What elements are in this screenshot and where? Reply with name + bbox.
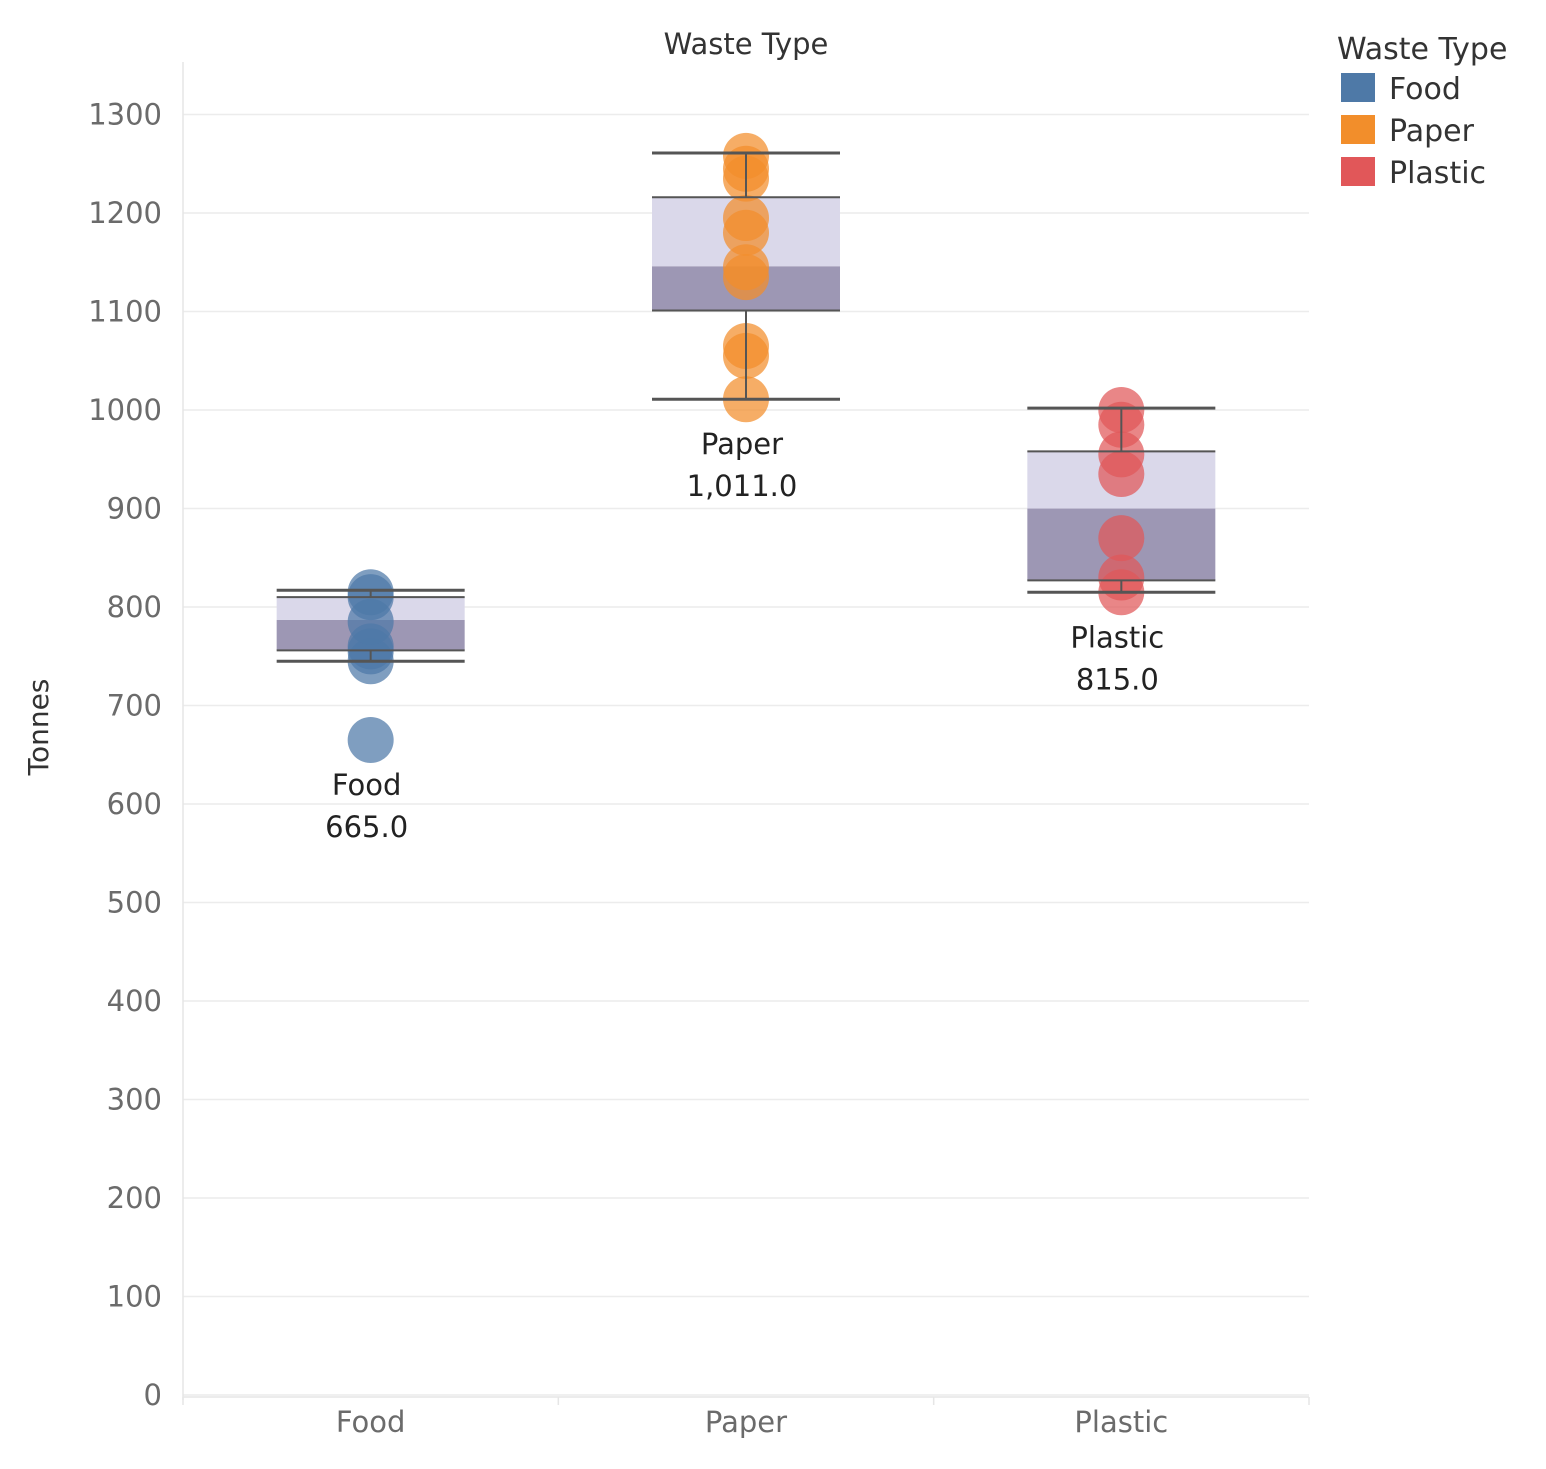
mark-label-name: Plastic	[1070, 620, 1164, 654]
mark-label-value: 1,011.0	[687, 469, 798, 503]
y-tick-label: 1200	[88, 196, 162, 230]
legend-label-plastic: Plastic	[1389, 156, 1486, 191]
data-point-paper	[723, 244, 769, 291]
data-point-paper	[723, 194, 769, 241]
mark-label-value: 665.0	[325, 810, 408, 844]
x-tick-label: Food	[336, 1405, 406, 1439]
y-tick-label: 700	[107, 689, 162, 723]
legend-swatch-plastic	[1341, 157, 1375, 186]
mark-labels: Food 665.0 Paper 1,011.0 Plastic 815.0	[325, 427, 1164, 844]
y-tick-label: 200	[107, 1181, 162, 1215]
y-axis-title: Tonnes	[22, 679, 55, 777]
x-tick-label: Paper	[705, 1405, 787, 1439]
data-point-plastic	[1098, 554, 1145, 601]
y-tick-label: 0	[144, 1378, 162, 1412]
mark-label-name: Paper	[701, 427, 783, 461]
legend: Waste Type Food Paper Plastic	[1337, 32, 1507, 191]
y-tick-label: 800	[107, 590, 162, 624]
legend-title: Waste Type	[1337, 32, 1507, 67]
mark-label-name: Food	[332, 768, 402, 802]
axes: 0 100 200 300 400 500 600 700 800 900 1000 1100 1200…	[88, 62, 1310, 1439]
legend-swatch-food	[1341, 73, 1375, 102]
y-tick-label: 500	[107, 886, 162, 920]
y-tick-label: 1000	[88, 393, 162, 427]
legend-label-food: Food	[1389, 72, 1461, 107]
y-tick-label: 1300	[88, 98, 162, 132]
y-tick-label: 1100	[88, 295, 162, 329]
y-tick-label: 600	[107, 787, 162, 821]
y-tick-label: 900	[107, 492, 162, 526]
chart-title: Waste Type	[664, 27, 829, 61]
y-tick-label: 400	[107, 984, 162, 1018]
data-point-food	[347, 717, 394, 763]
y-tick-label: 100	[107, 1280, 162, 1314]
data-point-plastic	[1098, 515, 1145, 562]
x-tick-label: Plastic	[1074, 1405, 1168, 1439]
legend-label-paper: Paper	[1389, 114, 1475, 149]
mark-label-value: 815.0	[1076, 662, 1159, 696]
whiskers	[276, 151, 1216, 663]
y-tick-label: 300	[107, 1083, 162, 1117]
legend-swatch-paper	[1341, 115, 1375, 144]
